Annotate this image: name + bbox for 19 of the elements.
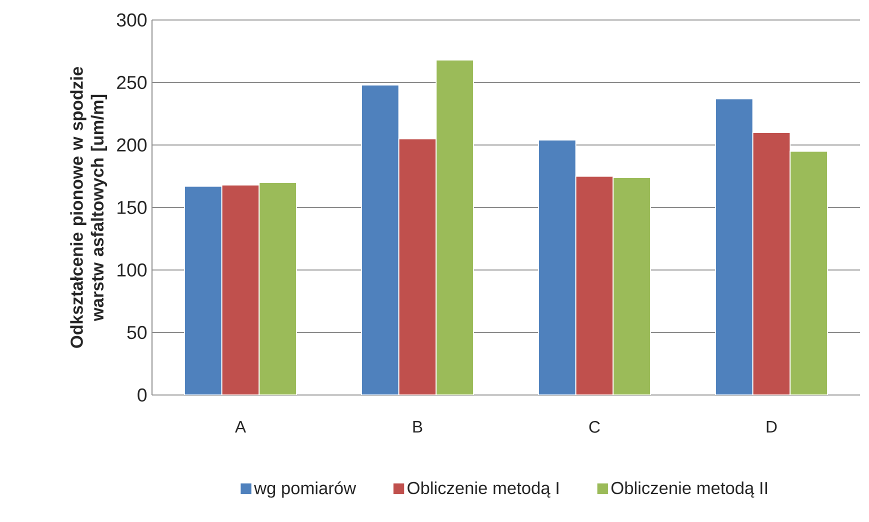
y-tick-label: 300 [116, 13, 147, 27]
y-tick-label: 250 [117, 76, 147, 90]
bar [221, 184, 260, 395]
y-axis-title: Odkształcenie pionowe w spodzie warstw asfaltowych [um/m] [70, 66, 107, 348]
x-tick-label: A [234, 421, 246, 432]
x-tick-label: C [589, 421, 600, 433]
y-tick-label: 100 [118, 263, 147, 277]
y-tick-label: 200 [117, 138, 147, 152]
legend-label: Obliczenie metodą I [408, 481, 558, 498]
legend-label: wg pomiarów [254, 481, 356, 498]
y-tick-label: 50 [127, 326, 147, 340]
bar [575, 176, 614, 395]
y-tick-label: 150 [118, 200, 147, 214]
x-tick-label: D [766, 421, 777, 432]
y-tick-label: 0 [138, 388, 147, 402]
legend-label: Obliczenie metodą II [611, 481, 768, 498]
bar [398, 138, 437, 395]
x-tick-label: B [413, 421, 422, 432]
bar [752, 132, 791, 395]
